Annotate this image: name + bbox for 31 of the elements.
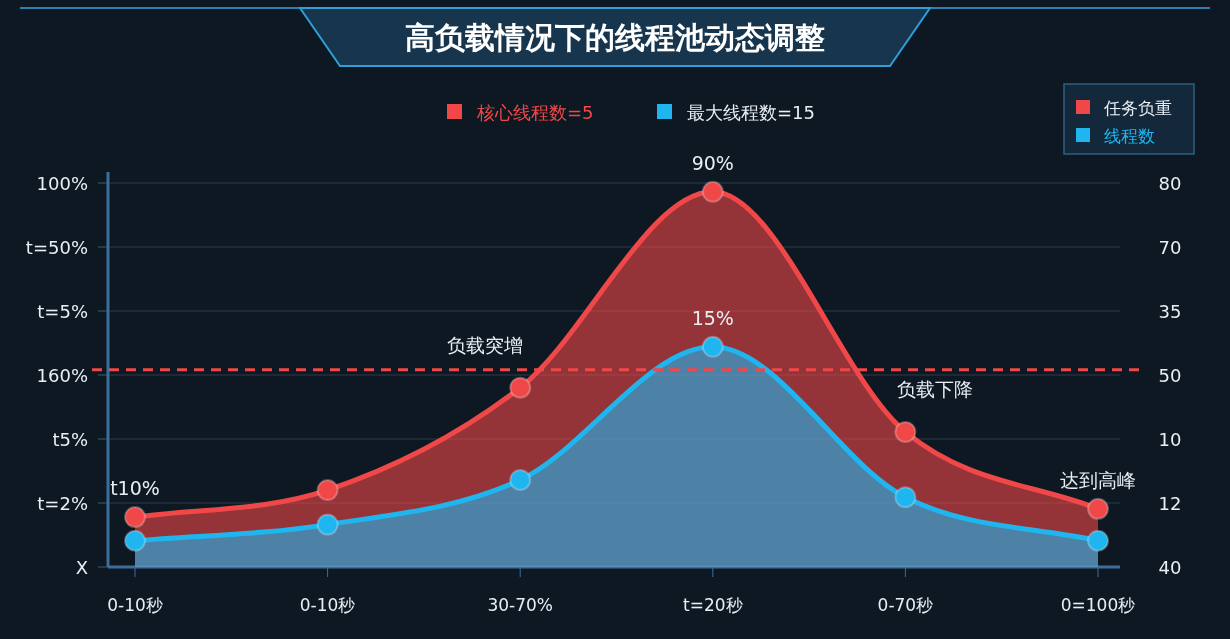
annotation: 负载下降 [897, 377, 974, 400]
x-tick-label: 30-70% [487, 595, 553, 615]
x-tick-label: 0-70秒 [877, 595, 934, 615]
category-label: X [75, 557, 88, 578]
annotation: 15% [691, 306, 734, 329]
category-label: 50 [1158, 365, 1182, 386]
legend-label: 线程数 [1104, 126, 1155, 146]
category-label: 80 [1158, 173, 1182, 194]
category-label: t=5% [37, 301, 88, 322]
category-label: t=2% [37, 493, 88, 514]
x-tick-label: 0=100秒 [1060, 595, 1136, 615]
category-label: 100% [36, 173, 88, 194]
category-label: 10 [1158, 429, 1182, 450]
annotation: 负载突增 [447, 333, 524, 356]
legend-label: 任务负重 [1103, 98, 1172, 118]
chart-title: 高负载情况下的线程池动态调整 [405, 20, 825, 55]
category-label: 12 [1158, 493, 1182, 514]
annotation: t10% [110, 477, 160, 500]
x-tick-label: 0-10秒 [299, 595, 356, 615]
annotation: 达到高峰 [1060, 468, 1136, 491]
category-label: 70 [1158, 237, 1182, 258]
text: 最大线程数=15 [687, 102, 815, 123]
text: 核心线程数=5 [476, 102, 594, 123]
category-label: 35 [1158, 301, 1182, 322]
x-tick-label: 0-10秒 [107, 595, 163, 615]
category-label: t=50% [25, 237, 88, 258]
category-label: t5% [52, 429, 88, 450]
category-label: 40 [1158, 557, 1182, 578]
category-label: 160% [36, 365, 88, 386]
annotation: 90% [691, 151, 734, 174]
x-tick-label: t=20秒 [683, 595, 743, 615]
